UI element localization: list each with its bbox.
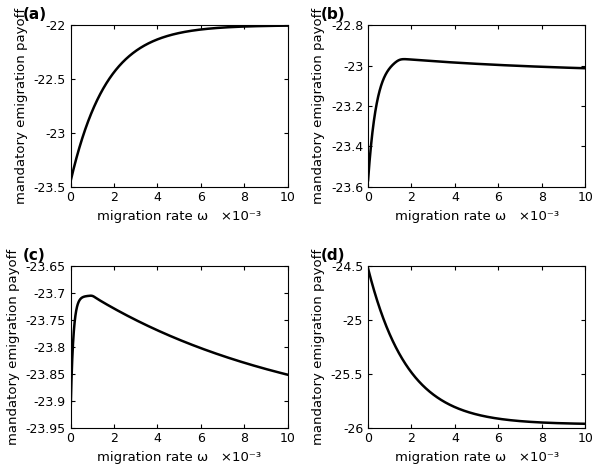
Text: (b): (b): [320, 7, 345, 22]
Text: (d): (d): [320, 248, 345, 263]
X-axis label: migration rate ω   ×10⁻³: migration rate ω ×10⁻³: [395, 451, 559, 464]
X-axis label: migration rate ω   ×10⁻³: migration rate ω ×10⁻³: [395, 210, 559, 223]
Y-axis label: mandatory emigration payoff: mandatory emigration payoff: [7, 249, 20, 445]
Y-axis label: mandatory emigration payoff: mandatory emigration payoff: [313, 8, 325, 204]
Text: (a): (a): [23, 7, 47, 22]
Y-axis label: mandatory emigration payoff: mandatory emigration payoff: [15, 8, 28, 204]
Text: (c): (c): [23, 248, 46, 263]
Y-axis label: mandatory emigration payoff: mandatory emigration payoff: [312, 249, 325, 445]
X-axis label: migration rate ω   ×10⁻³: migration rate ω ×10⁻³: [97, 451, 261, 464]
X-axis label: migration rate ω   ×10⁻³: migration rate ω ×10⁻³: [97, 210, 261, 223]
